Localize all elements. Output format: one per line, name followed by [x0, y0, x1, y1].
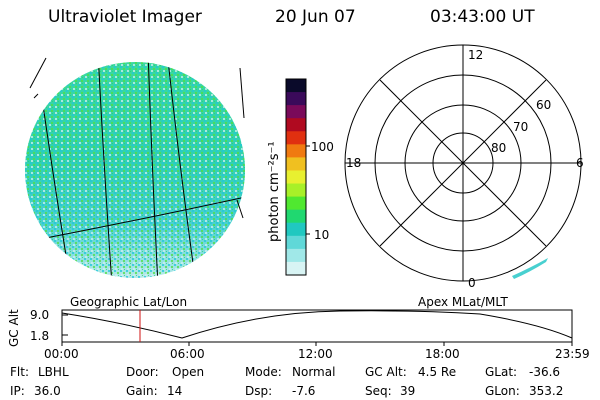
dsp-value: -7.6 — [292, 384, 316, 398]
mlat-label-70: 70 — [513, 120, 529, 134]
gain-value: 14 — [167, 384, 183, 398]
colorbar-unit-label: photon cm⁻²s⁻¹ — [267, 141, 282, 242]
uv-globe-image — [25, 57, 245, 278]
glat-value: -36.6 — [529, 365, 561, 379]
time-tick-1800: 18:00 — [425, 347, 460, 361]
time-axis-ticks — [61, 342, 573, 346]
mode-value: Normal — [292, 365, 336, 379]
time-tick-0600: 06:00 — [170, 347, 205, 361]
mlat-label-80: 80 — [491, 141, 507, 155]
color-scale-band — [286, 235, 306, 250]
glon-value: 353.2 — [529, 384, 564, 398]
mlt-label-12: 12 — [468, 48, 484, 62]
color-scale-band — [286, 131, 306, 145]
altitude-tick-1-8: 1.8 — [30, 329, 50, 343]
color-scale-band — [286, 222, 306, 237]
mlt-label-0: 0 — [468, 276, 476, 290]
color-scale-band — [286, 209, 306, 224]
door-value: Open — [172, 365, 205, 379]
glon-label: GLon: — [485, 384, 520, 398]
seq-label: Seq: — [365, 384, 392, 398]
color-scale-band — [286, 144, 306, 158]
altitude-plot-frame — [61, 309, 573, 343]
mode-label: Mode: — [245, 365, 282, 379]
color-scale-bar — [286, 79, 306, 276]
flt-label: Flt: — [10, 365, 29, 379]
gain-label: Gain: — [126, 384, 158, 398]
color-scale-frame — [285, 78, 307, 276]
time-label: 03:43:00 UT — [430, 7, 535, 27]
date-label: 20 Jun 07 — [275, 7, 356, 27]
mlat-label-60: 60 — [536, 98, 552, 112]
color-scale-band — [286, 261, 306, 276]
ip-label: IP: — [10, 384, 25, 398]
color-scale-band — [286, 196, 306, 211]
color-scale-band — [286, 157, 306, 172]
ip-value: 36.0 — [34, 384, 61, 398]
app-title: Ultraviolet Imager — [48, 7, 202, 27]
dsp-label: Dsp: — [245, 384, 273, 398]
color-scale-band — [286, 118, 306, 132]
mlt-label-18: 18 — [346, 156, 362, 170]
polar-grid — [344, 44, 582, 282]
seq-value: 39 — [400, 384, 416, 398]
apex-label: Apex MLat/MLT — [418, 295, 508, 309]
altitude-tick-9: 9.0 — [30, 308, 50, 322]
geographic-label: Geographic Lat/Lon — [70, 295, 188, 309]
mlt-label-6: 6 — [576, 156, 584, 170]
gc-alt-label: GC Alt: — [365, 365, 407, 379]
polar-emission-patch — [512, 258, 548, 279]
time-tick-1200: 12:00 — [298, 347, 333, 361]
time-tick-2359: 23:59 — [555, 347, 590, 361]
glat-label: GLat: — [485, 365, 518, 379]
flt-value: LBHL — [38, 365, 69, 379]
color-scale-band — [286, 183, 306, 198]
colorbar-label-100: 100 — [311, 140, 334, 154]
color-scale-band — [286, 170, 306, 185]
gc-alt-value: 4.5 Re — [418, 365, 457, 379]
coastline-marks — [29, 57, 245, 219]
colorbar-label-10: 10 — [314, 228, 330, 242]
altitude-axis-label: GC Alt — [7, 309, 21, 347]
door-label: Door: — [126, 365, 159, 379]
color-scale-band — [286, 248, 306, 263]
color-scale-band — [286, 79, 306, 93]
time-tick-0000: 00:00 — [44, 347, 79, 361]
color-scale-band — [286, 105, 306, 119]
color-scale-band — [286, 92, 306, 106]
altitude-curve — [61, 310, 573, 339]
